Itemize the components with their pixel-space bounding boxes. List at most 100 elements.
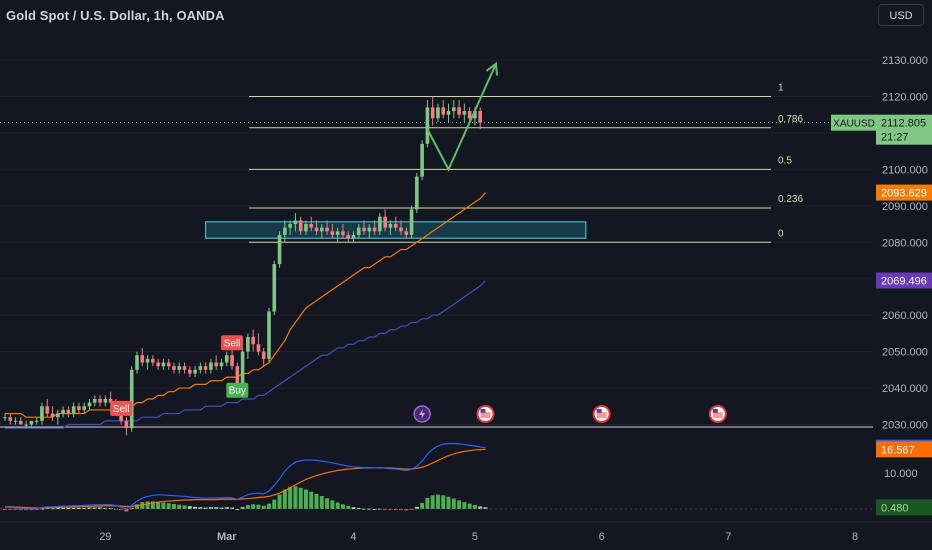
candle[interactable]: [188, 369, 192, 374]
candle[interactable]: [362, 227, 366, 232]
candle[interactable]: [8, 417, 13, 421]
candle[interactable]: [404, 231, 409, 235]
ma-slow-tag[interactable]: [876, 272, 932, 289]
candle[interactable]: [388, 224, 393, 228]
candle[interactable]: [367, 227, 372, 232]
candle[interactable]: [98, 398, 102, 403]
candle[interactable]: [151, 358, 155, 363]
candle[interactable]: [415, 176, 419, 210]
candle[interactable]: [66, 409, 71, 414]
candle[interactable]: [346, 234, 350, 239]
candle[interactable]: [177, 366, 182, 370]
candle[interactable]: [19, 420, 23, 425]
candle[interactable]: [341, 231, 345, 235]
us-flag-icon[interactable]: [708, 405, 727, 423]
candle[interactable]: [298, 220, 303, 232]
candle[interactable]: [330, 231, 335, 235]
candle[interactable]: [462, 111, 467, 115]
candle[interactable]: [452, 107, 456, 112]
candle[interactable]: [277, 234, 282, 265]
candle[interactable]: [214, 362, 218, 367]
histogram-tag[interactable]: [876, 499, 932, 516]
candle[interactable]: [219, 362, 224, 367]
candle[interactable]: [29, 420, 34, 425]
candle[interactable]: [425, 107, 430, 144]
candle[interactable]: [288, 224, 292, 228]
candle[interactable]: [182, 366, 187, 370]
candle[interactable]: [272, 264, 277, 312]
signal-line-tag[interactable]: [876, 441, 932, 458]
candle[interactable]: [145, 358, 150, 363]
candle[interactable]: [446, 111, 451, 115]
candle[interactable]: [420, 143, 424, 177]
ma-fast-tag[interactable]: [876, 184, 932, 201]
candle[interactable]: [293, 220, 298, 225]
candle[interactable]: [351, 234, 356, 239]
candle[interactable]: [13, 420, 18, 422]
candle[interactable]: [203, 366, 208, 370]
candle[interactable]: [473, 111, 477, 119]
candle[interactable]: [409, 209, 414, 235]
candle[interactable]: [34, 420, 39, 422]
candle[interactable]: [56, 413, 60, 418]
candle[interactable]: [3, 417, 7, 419]
us-flag-icon[interactable]: [592, 405, 611, 423]
candle[interactable]: [124, 420, 129, 429]
candle[interactable]: [283, 227, 287, 235]
candle[interactable]: [372, 227, 377, 232]
candle[interactable]: [161, 362, 166, 367]
candle[interactable]: [40, 406, 44, 421]
candle[interactable]: [224, 355, 229, 363]
candle[interactable]: [87, 402, 92, 407]
current-price-tag[interactable]: [876, 114, 932, 145]
candle[interactable]: [320, 227, 324, 232]
candle[interactable]: [193, 369, 197, 374]
buy-signal-label[interactable]: [226, 382, 249, 398]
candle[interactable]: [383, 216, 387, 228]
candle[interactable]: [430, 107, 435, 119]
candle[interactable]: [77, 406, 81, 410]
candle[interactable]: [246, 337, 250, 352]
candle[interactable]: [45, 406, 50, 414]
candle[interactable]: [393, 224, 398, 228]
sell-signal-label[interactable]: [221, 335, 244, 351]
candle[interactable]: [325, 227, 329, 232]
candle[interactable]: [251, 337, 255, 345]
candle[interactable]: [50, 413, 55, 418]
projection-arrow[interactable]: [426, 63, 497, 172]
candle[interactable]: [378, 216, 382, 232]
candle[interactable]: [304, 224, 308, 232]
candle[interactable]: [129, 369, 134, 429]
candle[interactable]: [314, 227, 319, 232]
candle[interactable]: [457, 107, 461, 115]
candle[interactable]: [135, 355, 139, 370]
us-flag-icon[interactable]: [476, 405, 495, 423]
candle[interactable]: [166, 362, 171, 367]
currency-button[interactable]: USD: [878, 4, 924, 26]
candle[interactable]: [309, 224, 314, 228]
sell-signal-label[interactable]: [110, 400, 133, 416]
candle[interactable]: [103, 398, 108, 403]
candle[interactable]: [335, 231, 340, 235]
symbol-tag[interactable]: [831, 114, 877, 131]
candle[interactable]: [256, 344, 261, 352]
candle[interactable]: [108, 398, 113, 403]
candle[interactable]: [230, 355, 234, 367]
candle[interactable]: [82, 406, 86, 410]
candle[interactable]: [436, 107, 440, 119]
candle[interactable]: [71, 406, 76, 414]
candle[interactable]: [198, 366, 203, 370]
candle[interactable]: [261, 351, 266, 359]
candle[interactable]: [92, 398, 97, 403]
candle[interactable]: [140, 355, 145, 363]
candle[interactable]: [441, 107, 446, 115]
candle[interactable]: [172, 366, 176, 370]
candle[interactable]: [240, 351, 245, 385]
candle[interactable]: [24, 424, 28, 426]
candle[interactable]: [356, 227, 361, 235]
candle[interactable]: [478, 111, 482, 123]
candle[interactable]: [267, 311, 271, 359]
candle[interactable]: [156, 362, 160, 367]
candle[interactable]: [209, 362, 213, 370]
